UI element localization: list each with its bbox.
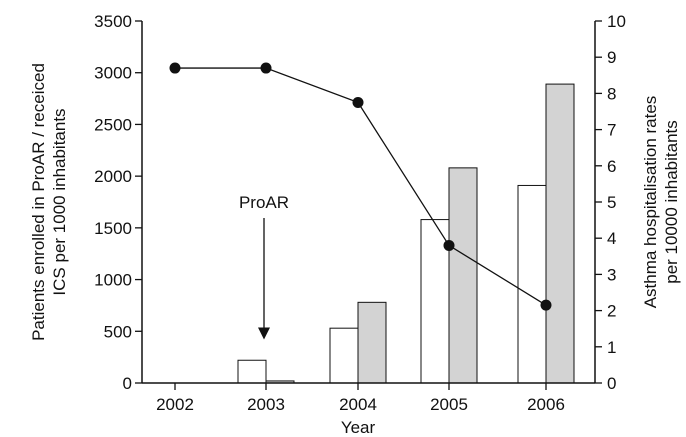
left-tick-label: 3000 <box>94 64 132 83</box>
right-tick-label: 1 <box>607 338 616 357</box>
right-tick-label: 4 <box>607 229 616 248</box>
bar-white-2004 <box>329 327 359 384</box>
x-tick-label: 2006 <box>527 395 565 414</box>
labels-layer: 0 500 1000 1500 2000 2500 3000 3500 0 1 2 3 4 5 6 7 8 9 10… <box>29 12 681 437</box>
proar-arrow-head <box>258 327 270 340</box>
right-tick-label: 7 <box>607 121 616 140</box>
right-tick-label: 6 <box>607 157 616 176</box>
bar-grey-2004 <box>357 301 387 384</box>
bars-layer <box>237 83 575 384</box>
right-axis-title: Asthma hospitalisation rates per 10000 in… <box>641 96 681 309</box>
line-point-2002 <box>169 62 181 74</box>
bar-grey-2005 <box>448 167 478 384</box>
left-axis-title: Patients enrolled in ProAR / receiced ICS… <box>29 63 69 341</box>
left-axis-title-line: ICS per 1000 inhabitants <box>50 108 69 295</box>
right-tick-label: 9 <box>607 48 616 67</box>
left-tick-label: 2000 <box>94 167 132 186</box>
right-tick-label: 8 <box>607 84 616 103</box>
left-tick-label: 1500 <box>94 219 132 238</box>
line-point-2004 <box>352 96 364 108</box>
right-tick-label: 10 <box>607 12 626 31</box>
x-axis-title: Year <box>341 418 376 437</box>
line-point-2006 <box>540 299 552 311</box>
x-tick-label: 2005 <box>430 395 468 414</box>
left-axis-title-line: Patients enrolled in ProAR / receiced <box>29 63 48 341</box>
right-tick-label: 3 <box>607 265 616 284</box>
right-axis-title-line: Asthma hospitalisation rates <box>641 96 660 309</box>
left-tick-label: 0 <box>123 374 132 393</box>
left-tick-label: 3500 <box>94 12 132 31</box>
x-tick-label: 2003 <box>247 395 285 414</box>
proar-annotation-label: ProAR <box>239 193 289 212</box>
line-layer <box>169 62 552 311</box>
line-point-2003 <box>260 62 272 74</box>
left-tick-label: 1000 <box>94 271 132 290</box>
axes-layer <box>135 20 602 390</box>
right-tick-label: 2 <box>607 302 616 321</box>
x-tick-label: 2004 <box>339 395 377 414</box>
right-tick-label: 5 <box>607 193 616 212</box>
left-tick-label: 500 <box>104 322 132 341</box>
right-tick-label: 0 <box>607 374 616 393</box>
line-point-2005 <box>443 239 455 251</box>
left-tick-label: 2500 <box>94 115 132 134</box>
bar-white-2003 <box>237 359 267 384</box>
x-tick-label: 2002 <box>156 395 194 414</box>
bar-white-2006 <box>517 184 547 384</box>
right-axis-title-line: per 10000 inhabitants <box>662 120 681 284</box>
bar-grey-2006 <box>545 83 575 384</box>
